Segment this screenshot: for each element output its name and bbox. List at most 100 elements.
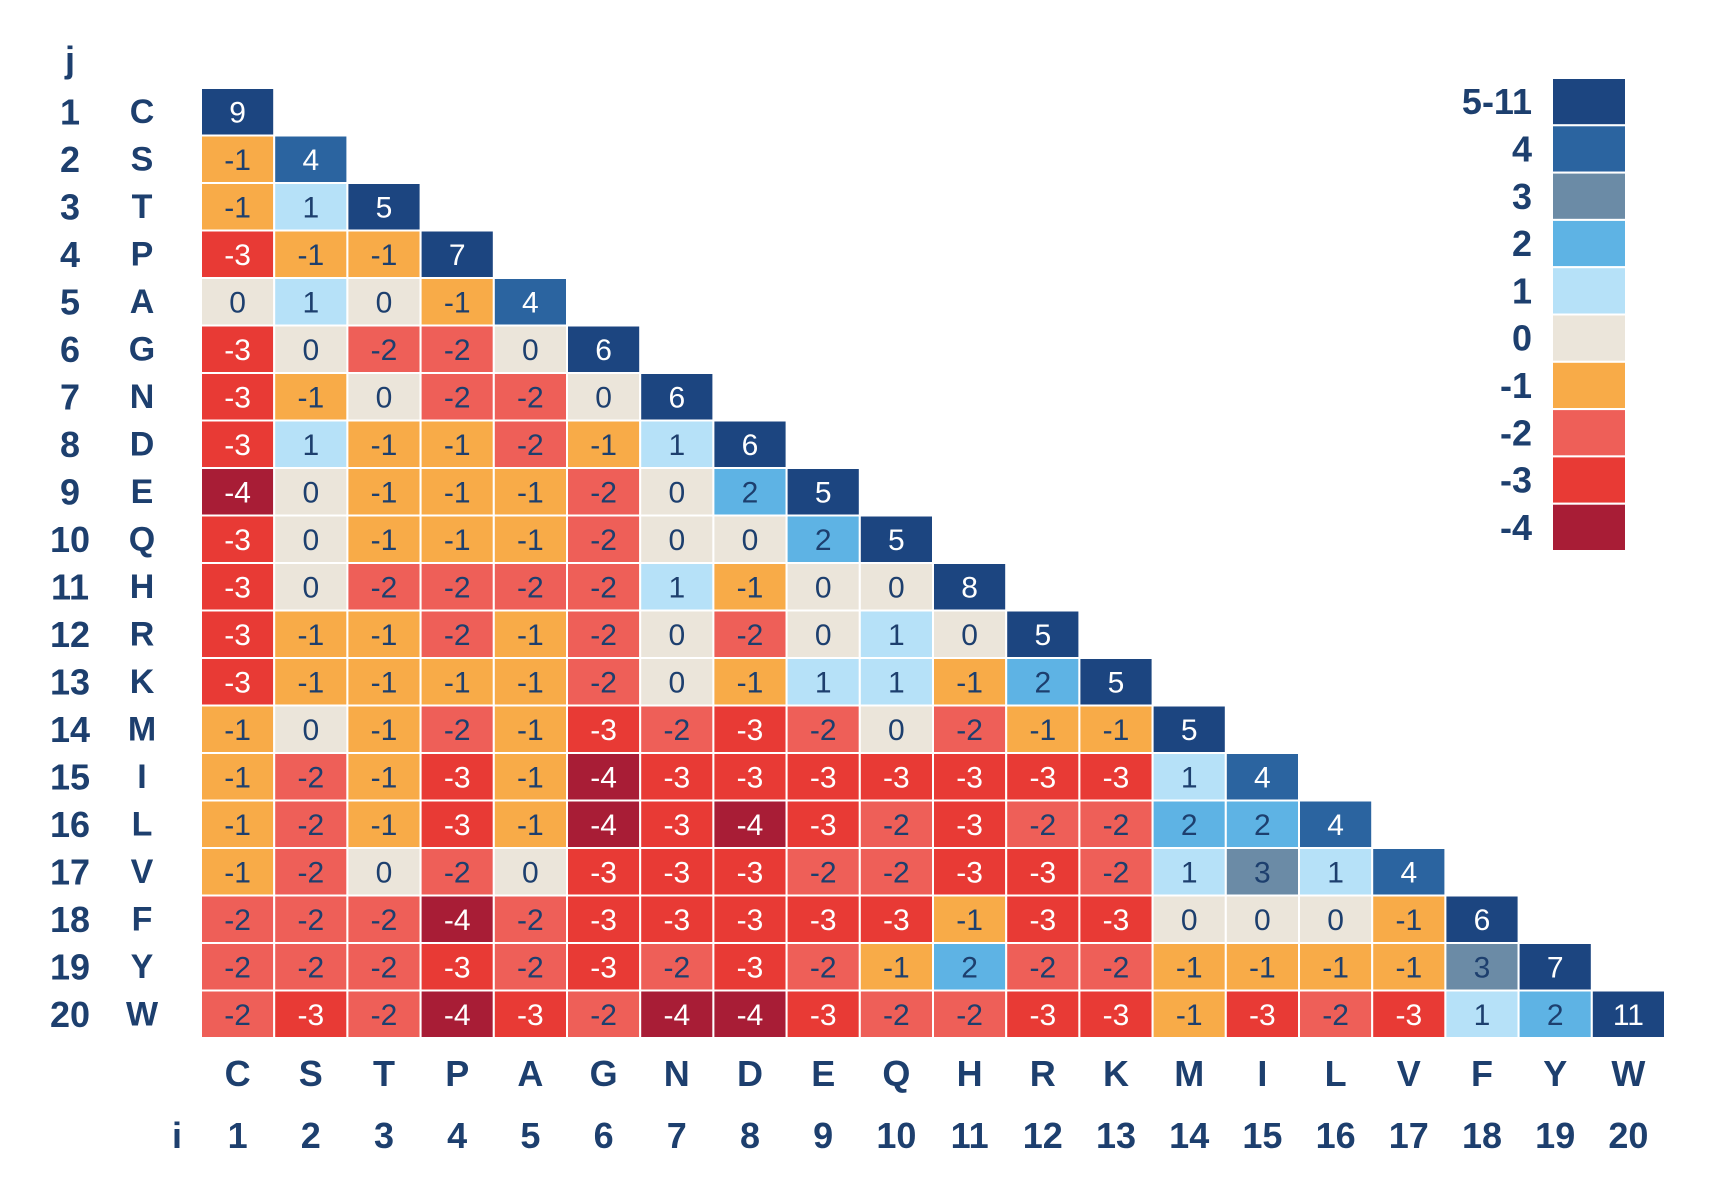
heatmap-cell: -1 <box>419 419 495 469</box>
heatmap-cell-rect <box>419 229 495 279</box>
heatmap-cell-value: 0 <box>888 571 905 604</box>
heatmap-cell-value: -1 <box>444 666 471 699</box>
heatmap-cell: 2 <box>1517 989 1593 1039</box>
heatmap-cell: -3 <box>200 229 276 279</box>
heatmap-cell: -1 <box>492 704 568 754</box>
heatmap-cell-value: -2 <box>737 619 764 652</box>
heatmap-cell: 5 <box>785 467 861 517</box>
legend-item: 0 <box>1512 313 1627 363</box>
heatmap-cell-value: -1 <box>297 619 324 652</box>
heatmap-cell-value: -2 <box>883 809 910 842</box>
heatmap-cell-value: -2 <box>590 476 617 509</box>
heatmap-cell-value: -1 <box>371 619 398 652</box>
column-index-label: 3 <box>374 1115 394 1156</box>
heatmap-cell: 0 <box>1298 894 1374 944</box>
heatmap-cell: -3 <box>566 942 642 992</box>
column-index-label: 7 <box>667 1115 687 1156</box>
heatmap-cell-rect <box>200 324 276 374</box>
column-index-label: 1 <box>228 1115 248 1156</box>
column-amino-acid-label: V <box>1397 1053 1421 1094</box>
heatmap-cell: -2 <box>932 704 1008 754</box>
heatmap-cell: -1 <box>932 894 1008 944</box>
row-index-label: 20 <box>50 994 90 1035</box>
heatmap-cell-value: 2 <box>1181 809 1198 842</box>
row-index-label: 8 <box>60 424 80 465</box>
heatmap-cell: -1 <box>346 704 422 754</box>
column-amino-acid-label: K <box>1103 1053 1129 1094</box>
heatmap-cell: 2 <box>932 942 1008 992</box>
heatmap-cell-value: -2 <box>444 856 471 889</box>
heatmap-cell-value: 0 <box>668 666 685 699</box>
heatmap-cell: -3 <box>785 752 861 802</box>
row-index-label: 18 <box>50 899 90 940</box>
heatmap-cell-value: -3 <box>663 761 690 794</box>
heatmap-cell-value: -2 <box>517 381 544 414</box>
row-index-label: 5 <box>60 281 80 322</box>
heatmap-cell-value: 4 <box>1327 809 1344 842</box>
heatmap-cell-value: -1 <box>517 619 544 652</box>
heatmap-cell-value: -1 <box>956 904 983 937</box>
row-amino-acid-label: K <box>130 663 155 701</box>
heatmap-cell: 1 <box>273 182 349 232</box>
heatmap-cell: -3 <box>419 752 495 802</box>
heatmap-cell: 2 <box>1005 657 1081 707</box>
heatmap-cell: 2 <box>1151 799 1227 849</box>
heatmap-cell-value: -3 <box>663 809 690 842</box>
row-amino-acid-label: V <box>131 853 154 891</box>
heatmap-cell-value: 0 <box>595 381 612 414</box>
legend-item: -4 <box>1500 502 1627 553</box>
heatmap-cell: 1 <box>858 657 934 707</box>
heatmap-cell-value: -1 <box>1395 904 1422 937</box>
heatmap-cell-value: 2 <box>1034 666 1051 699</box>
heatmap-cell-rect <box>712 514 788 564</box>
heatmap-cell-value: 6 <box>668 381 685 414</box>
heatmap-cell-value: -1 <box>224 761 251 794</box>
heatmap-cell-value: 1 <box>1327 856 1344 889</box>
heatmap-cell-value: -3 <box>224 666 251 699</box>
heatmap-cell-rect <box>492 324 568 374</box>
heatmap-cell-value: -2 <box>297 856 324 889</box>
heatmap-cell-rect <box>858 657 934 707</box>
heatmap-cell: -3 <box>639 799 715 849</box>
heatmap-cell-rect <box>785 609 861 659</box>
column-amino-acid-label: H <box>957 1053 983 1094</box>
heatmap-cell-value: -1 <box>224 714 251 747</box>
legend-label: -3 <box>1500 460 1532 501</box>
heatmap-cell-rect <box>200 419 276 469</box>
heatmap-cell: -4 <box>419 989 495 1039</box>
heatmap-cell-rect <box>419 562 495 612</box>
heatmap-cell: -3 <box>712 894 788 944</box>
row-index-label: 15 <box>50 756 90 797</box>
heatmap-cell: -4 <box>639 989 715 1039</box>
heatmap-cell-rect <box>200 609 276 659</box>
row-index-label: 19 <box>50 946 90 987</box>
legend-item: -2 <box>1500 408 1627 458</box>
heatmap-cell-value: -3 <box>590 856 617 889</box>
heatmap-cell: 0 <box>639 609 715 659</box>
heatmap-cell: -3 <box>273 989 349 1039</box>
heatmap-cell-rect <box>200 562 276 612</box>
heatmap-cell-rect <box>785 562 861 612</box>
heatmap-cell: 5 <box>1151 704 1227 754</box>
heatmap-cell: -4 <box>419 894 495 944</box>
heatmap-cell: -1 <box>200 704 276 754</box>
heatmap-cell-rect <box>346 657 422 707</box>
heatmap-cell-value: -2 <box>956 714 983 747</box>
column-index-label: 15 <box>1242 1115 1282 1156</box>
heatmap-cell-value: 4 <box>1400 856 1417 889</box>
heatmap-cell-value: -3 <box>590 904 617 937</box>
heatmap-cell: -3 <box>200 562 276 612</box>
heatmap-cell-value: 0 <box>229 286 246 319</box>
row-amino-acid-label: R <box>130 615 155 653</box>
heatmap-cell: 11 <box>1590 989 1667 1039</box>
heatmap-cell-rect <box>712 942 788 992</box>
row-index-label: 12 <box>50 614 90 655</box>
heatmap-cell-value: -2 <box>517 571 544 604</box>
heatmap-cell-rect <box>346 514 422 564</box>
column-index-label: 19 <box>1535 1115 1575 1156</box>
heatmap-cell-value: -3 <box>224 619 251 652</box>
heatmap-cell-rect <box>273 277 349 327</box>
heatmap-cell: 1 <box>1151 847 1227 897</box>
row-amino-acid-label: F <box>132 900 153 938</box>
heatmap-cell-value: -3 <box>956 856 983 889</box>
